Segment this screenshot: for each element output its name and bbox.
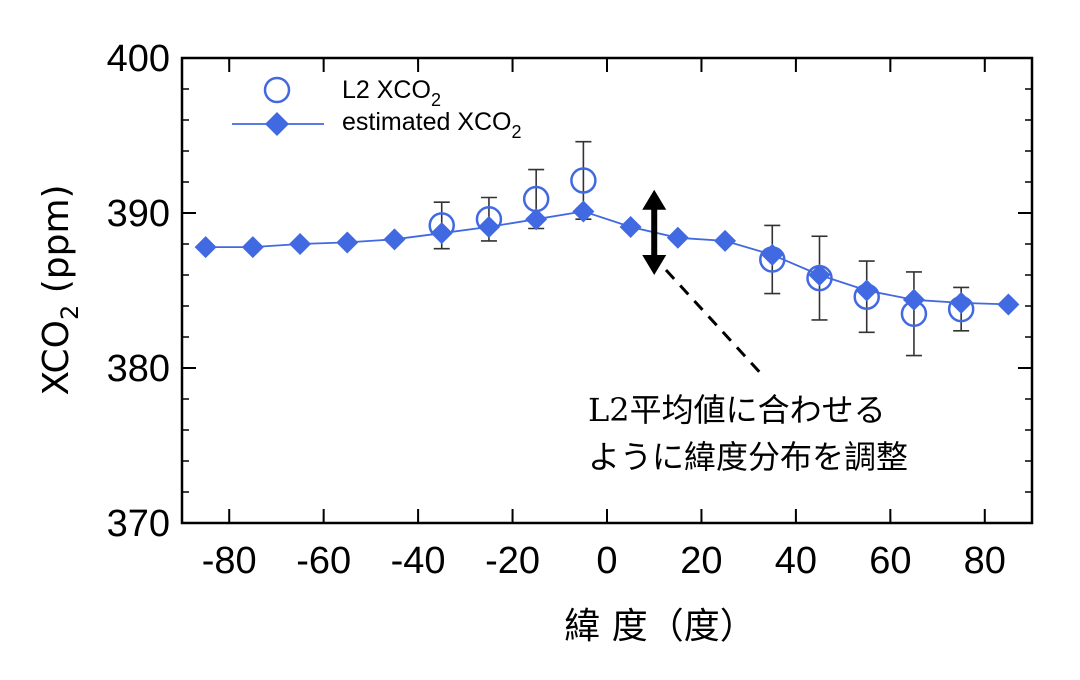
estimated-diamond-point bbox=[336, 231, 359, 254]
estimated-diamond-point bbox=[572, 200, 595, 223]
legend: L2 XCO2 estimated XCO2 bbox=[232, 76, 522, 142]
estimated-diamond-point bbox=[477, 215, 500, 238]
legend-label-l2: L2 XCO2 bbox=[342, 76, 441, 110]
estimated-diamond-point bbox=[430, 222, 453, 245]
l2-circle-point bbox=[853, 283, 880, 310]
x-tick-label: -80 bbox=[202, 540, 257, 582]
y-tick-label: 390 bbox=[107, 193, 170, 235]
x-axis-title: 緯 度（度） bbox=[564, 606, 755, 647]
l2-circle-point bbox=[947, 295, 975, 323]
estimated-diamond-point bbox=[855, 279, 878, 302]
legend-label-estimated: estimated XCO2 bbox=[342, 108, 522, 142]
estimated-diamond-point bbox=[666, 226, 689, 249]
estimated-diamond-point bbox=[950, 291, 973, 314]
estimated-diamond-point bbox=[383, 228, 406, 251]
legend-open-circle-marker bbox=[263, 76, 291, 104]
x-tick-label: 60 bbox=[869, 540, 911, 582]
y-tick-label: 400 bbox=[107, 38, 170, 80]
annotation-line-2: ように緯度分布を調整 bbox=[588, 438, 908, 476]
legend-diamond-marker bbox=[265, 112, 289, 136]
estimated-diamond-point bbox=[619, 215, 642, 238]
x-tick-label: -60 bbox=[296, 540, 351, 582]
l2-circle-point bbox=[428, 212, 455, 239]
l2-circle-point bbox=[759, 246, 786, 273]
estimated-diamond-point bbox=[714, 229, 737, 252]
adjust-arrow-head-up bbox=[642, 189, 667, 210]
x-tick-label: 40 bbox=[775, 540, 817, 582]
estimated-diamond-point bbox=[808, 264, 831, 286]
estimated-diamond-point bbox=[194, 236, 217, 259]
l2-circle-point bbox=[475, 205, 503, 233]
annotation-line-1: L2平均値に合わせる bbox=[588, 391, 886, 429]
x-tick-label: 20 bbox=[680, 540, 722, 582]
estimated-diamond-point bbox=[902, 288, 925, 311]
estimated-diamond-point bbox=[289, 233, 312, 255]
x-tick-label: -20 bbox=[485, 540, 540, 582]
l2-circle-point bbox=[522, 185, 550, 213]
x-tick-label: 0 bbox=[596, 540, 617, 582]
estimated-diamond-point bbox=[997, 293, 1020, 316]
estimated-xco2-line bbox=[205, 210, 1009, 306]
x-tick-label: -40 bbox=[391, 540, 446, 582]
l2-circle-point bbox=[570, 167, 597, 194]
y-axis-title: XCO2 (ppm) bbox=[36, 184, 84, 395]
estimated-diamond-point bbox=[241, 236, 264, 259]
l2-circle-point bbox=[806, 264, 833, 292]
y-tick-label: 380 bbox=[107, 348, 170, 390]
adjust-arrow-head-down bbox=[642, 255, 667, 275]
y-tick-label: 370 bbox=[107, 503, 170, 545]
estimated-diamond-point bbox=[525, 208, 548, 231]
x-tick-label: 80 bbox=[964, 540, 1006, 582]
annotation-leader-line bbox=[664, 268, 767, 380]
l2-circle-point bbox=[900, 300, 928, 327]
